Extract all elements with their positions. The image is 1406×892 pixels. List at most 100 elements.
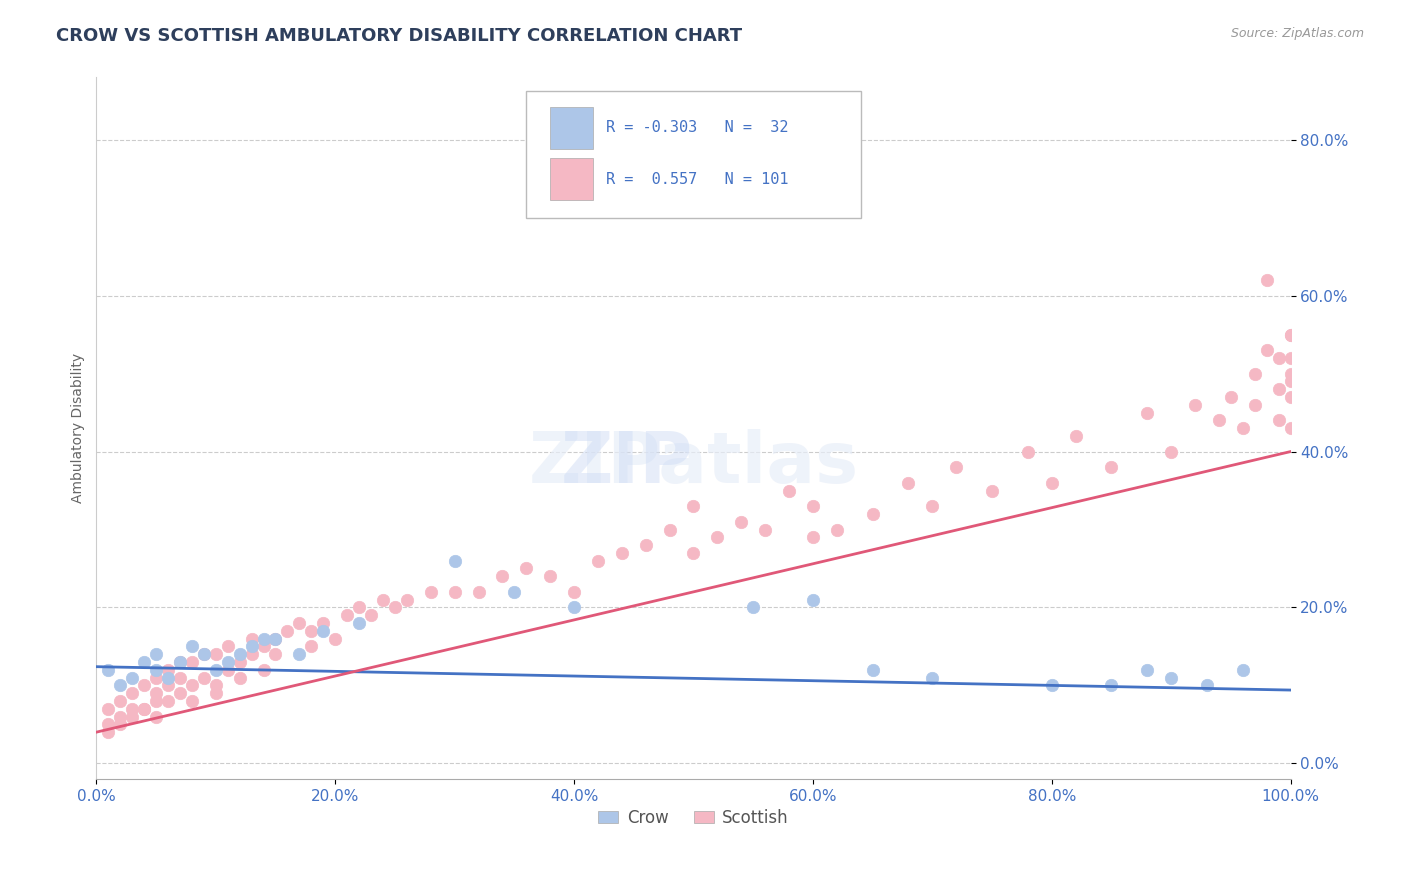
- Point: [97, 663, 120, 677]
- Point: [515, 561, 537, 575]
- Point: [121, 709, 143, 723]
- Point: [1267, 413, 1289, 427]
- Point: [1195, 678, 1218, 692]
- Point: [264, 647, 287, 661]
- Point: [217, 655, 239, 669]
- Point: [145, 671, 167, 685]
- Point: [204, 686, 226, 700]
- Text: R =  0.557   N = 101: R = 0.557 N = 101: [606, 171, 789, 186]
- Point: [981, 483, 1004, 498]
- Text: CROW VS SCOTTISH AMBULATORY DISABILITY CORRELATION CHART: CROW VS SCOTTISH AMBULATORY DISABILITY C…: [56, 27, 742, 45]
- Point: [730, 515, 752, 529]
- Point: [156, 671, 179, 685]
- Point: [1040, 475, 1063, 490]
- FancyBboxPatch shape: [550, 159, 593, 200]
- Point: [1160, 444, 1182, 458]
- Point: [299, 624, 322, 638]
- Point: [145, 647, 167, 661]
- Point: [634, 538, 657, 552]
- Point: [1160, 671, 1182, 685]
- Point: [252, 640, 274, 654]
- Point: [156, 678, 179, 692]
- Point: [538, 569, 561, 583]
- Point: [443, 554, 465, 568]
- Point: [1267, 351, 1289, 365]
- Point: [156, 694, 179, 708]
- Point: [145, 663, 167, 677]
- Point: [862, 663, 884, 677]
- Point: [801, 499, 824, 513]
- Point: [1279, 375, 1302, 389]
- Point: [801, 592, 824, 607]
- Point: [145, 686, 167, 700]
- Point: [204, 678, 226, 692]
- Point: [156, 663, 179, 677]
- Point: [945, 460, 967, 475]
- Point: [503, 585, 526, 599]
- Point: [1040, 678, 1063, 692]
- Point: [134, 678, 156, 692]
- Point: [180, 640, 202, 654]
- Point: [110, 694, 132, 708]
- Text: ZIPatlas: ZIPatlas: [529, 429, 859, 498]
- Point: [1064, 429, 1087, 443]
- Point: [1243, 367, 1265, 381]
- Point: [778, 483, 800, 498]
- Point: [299, 640, 322, 654]
- Point: [145, 694, 167, 708]
- Point: [491, 569, 513, 583]
- Point: [97, 725, 120, 739]
- Point: [1256, 273, 1278, 287]
- Point: [1243, 398, 1265, 412]
- Point: [217, 663, 239, 677]
- Point: [384, 600, 406, 615]
- Point: [682, 546, 704, 560]
- Point: [921, 671, 943, 685]
- Point: [134, 702, 156, 716]
- Point: [204, 663, 226, 677]
- Point: [443, 585, 465, 599]
- FancyBboxPatch shape: [526, 92, 860, 218]
- Text: R = -0.303   N =  32: R = -0.303 N = 32: [606, 120, 789, 136]
- Point: [1256, 343, 1278, 358]
- Point: [1279, 367, 1302, 381]
- Point: [562, 585, 585, 599]
- Point: [228, 647, 250, 661]
- Point: [1279, 351, 1302, 365]
- Point: [1279, 327, 1302, 342]
- Point: [801, 530, 824, 544]
- Point: [1101, 678, 1123, 692]
- Point: [562, 600, 585, 615]
- Point: [312, 624, 335, 638]
- Point: [121, 686, 143, 700]
- Point: [121, 671, 143, 685]
- Point: [110, 678, 132, 692]
- Point: [97, 702, 120, 716]
- Point: [825, 523, 848, 537]
- Point: [336, 608, 359, 623]
- Point: [1136, 406, 1159, 420]
- FancyBboxPatch shape: [550, 107, 593, 149]
- Point: [264, 632, 287, 646]
- Point: [193, 647, 215, 661]
- Point: [145, 709, 167, 723]
- Point: [1136, 663, 1159, 677]
- Point: [682, 499, 704, 513]
- Point: [323, 632, 346, 646]
- Point: [371, 592, 394, 607]
- Point: [204, 647, 226, 661]
- Point: [419, 585, 441, 599]
- Point: [706, 530, 728, 544]
- Point: [252, 663, 274, 677]
- Point: [169, 671, 191, 685]
- Point: [110, 709, 132, 723]
- Point: [288, 615, 311, 630]
- Legend: Crow, Scottish: Crow, Scottish: [592, 803, 796, 834]
- Point: [1232, 663, 1254, 677]
- Point: [347, 600, 370, 615]
- Point: [742, 600, 765, 615]
- Point: [240, 640, 263, 654]
- Point: [1279, 327, 1302, 342]
- Point: [180, 694, 202, 708]
- Text: ZIP: ZIP: [561, 429, 693, 498]
